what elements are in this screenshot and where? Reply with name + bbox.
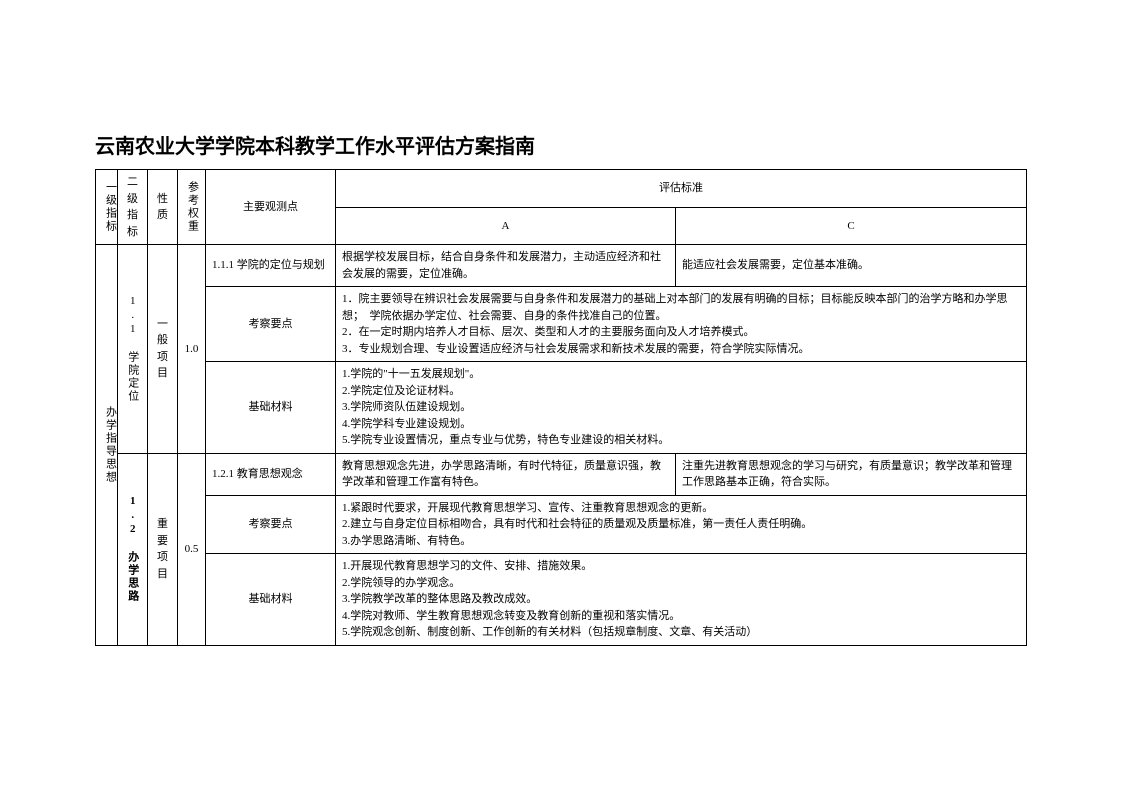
th-c: C <box>676 207 1027 245</box>
th-nature: 性质 <box>148 170 178 245</box>
th-obs: 主要观测点 <box>206 170 336 245</box>
l1-cell: 办学指导思想 <box>96 245 118 646</box>
a-111: 根据学校发展目标，结合自身条件和发展潜力，主动适应经济和社会发展的需要，定位准确… <box>336 245 676 287</box>
th-l1: 一级指标 <box>96 170 118 245</box>
l2-11: 1.1 学院定位 <box>118 245 148 454</box>
c-121: 注重先进教育思想观念的学习与研究，有质量意识；教学改革和管理工作思路基本正确，符… <box>676 453 1027 495</box>
txt-12-kc: 1.紧跟时代要求，开展现代教育思想学习、宣传、注重教育思想观念的更新。 2.建立… <box>336 495 1027 554</box>
c-111: 能适应社会发展需要，定位基本准确。 <box>676 245 1027 287</box>
obs-121: 1.2.1 教育思想观念 <box>206 453 336 495</box>
obs-12-kc: 考察要点 <box>206 495 336 554</box>
txt-11-jc: 1.学院的"十一五发展规划"。 2.学院定位及论证材料。 3.学院师资队伍建设规… <box>336 362 1027 454</box>
th-std: 评估标准 <box>336 170 1027 208</box>
nature-11: 一般项目 <box>148 245 178 454</box>
nature-12: 重要项目 <box>148 453 178 645</box>
evaluation-table: 一级指标 二级指标 性质 参考权重 主要观测点 评估标准 A C 办学指导思想 … <box>95 169 1027 646</box>
obs-111: 1.1.1 学院的定位与规划 <box>206 245 336 287</box>
a-121: 教育思想观念先进，办学思路清晰，有时代特征，质量意识强，教学改革和管理工作富有特… <box>336 453 676 495</box>
obs-11-jc: 基础材料 <box>206 362 336 454</box>
weight-11: 1.0 <box>178 245 206 454</box>
weight-12: 0.5 <box>178 453 206 645</box>
obs-12-jc: 基础材料 <box>206 554 336 646</box>
th-l2: 二级指标 <box>118 170 148 245</box>
l2-12: 1.2 办学思路 <box>118 453 148 645</box>
page-title: 云南农业大学学院本科教学工作水平评估方案指南 <box>95 130 1027 159</box>
txt-11-kc: 1．院主要领导在辨识社会发展需要与自身条件和发展潜力的基础上对本部门的发展有明确… <box>336 287 1027 362</box>
th-a: A <box>336 207 676 245</box>
txt-12-jc: 1.开展现代教育思想学习的文件、安排、措施效果。 2.学院领导的办学观念。 3.… <box>336 554 1027 646</box>
th-weight: 参考权重 <box>178 170 206 245</box>
obs-11-kc: 考察要点 <box>206 287 336 362</box>
